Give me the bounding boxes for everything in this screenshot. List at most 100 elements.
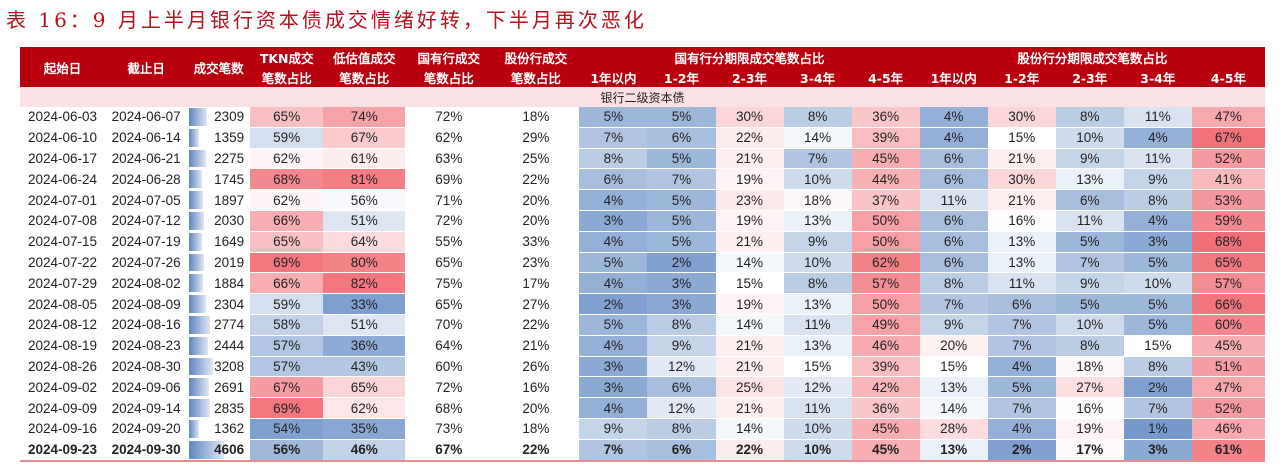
- cell-state-bank-share: 65%: [405, 293, 493, 315]
- cell-joint-2-3y: 7%: [1055, 252, 1124, 274]
- cell-state-3-4y: 10%: [783, 168, 852, 191]
- cell-tkn-share: 68%: [250, 168, 324, 191]
- cell-low-valuation-share: 67%: [323, 127, 406, 149]
- cell-state-2-3y: 21%: [715, 356, 784, 378]
- cell-joint-bank-share: 16%: [492, 376, 580, 399]
- cell-state-bank-share: 65%: [405, 252, 493, 274]
- cell-joint-3-4y: 2%: [1123, 376, 1192, 399]
- cell-joint-bank-share: 33%: [492, 231, 580, 253]
- header-start-date: 起始日: [20, 47, 106, 87]
- cell-joint-1-2y: 15%: [987, 127, 1056, 149]
- cell-joint-lt1y: 20%: [919, 335, 988, 357]
- cell-joint-4-5y: 53%: [1191, 189, 1265, 211]
- cell-start-date: 2024-09-09: [20, 397, 106, 419]
- cell-low-valuation-share: 62%: [323, 397, 406, 419]
- header-tenor: 2-3年: [715, 67, 784, 87]
- cell-joint-lt1y: 9%: [919, 314, 988, 336]
- header-low-valuation-sub: 笔数占比: [323, 67, 406, 87]
- cell-joint-4-5y: 52%: [1191, 397, 1265, 419]
- cell-end-date: 2024-06-28: [105, 168, 188, 191]
- cell-joint-bank-share: 18%: [492, 107, 580, 128]
- cell-state-1-2y: 9%: [647, 335, 716, 357]
- cell-low-valuation-share: 80%: [323, 252, 406, 274]
- table-row: 2024-09-16 2024-09-20 1362 54% 35% 73% 18% 9% 8%…: [20, 418, 1265, 440]
- cell-state-2-3y: 21%: [715, 148, 784, 170]
- cell-state-2-3y: 14%: [715, 418, 784, 440]
- cell-joint-lt1y: 6%: [919, 210, 988, 232]
- cell-state-2-3y: 21%: [715, 231, 784, 253]
- cell-state-2-3y: 21%: [715, 335, 784, 357]
- count-value: 2691: [214, 379, 245, 395]
- cell-joint-lt1y: 7%: [919, 293, 988, 315]
- count-value: 2444: [214, 338, 245, 354]
- cell-trade-count: 1649: [187, 231, 251, 253]
- header-tenor: 1年以内: [919, 67, 988, 87]
- cell-start-date: 2024-06-03: [20, 107, 106, 128]
- cell-state-lt1y: 5%: [579, 107, 648, 128]
- cell-end-date: 2024-09-20: [105, 418, 188, 440]
- cell-state-4-5y: 37%: [851, 189, 920, 211]
- cell-state-4-5y: 44%: [851, 168, 920, 191]
- cell-low-valuation-share: 35%: [323, 418, 406, 440]
- cell-joint-3-4y: 5%: [1123, 293, 1192, 315]
- cell-start-date: 2024-07-29: [20, 272, 106, 295]
- cell-low-valuation-share: 81%: [323, 168, 406, 191]
- cell-joint-2-3y: 19%: [1055, 418, 1124, 440]
- cell-state-4-5y: 39%: [851, 127, 920, 149]
- cell-state-1-2y: 5%: [647, 189, 716, 211]
- header-tkn-sub: 笔数占比: [250, 67, 324, 87]
- cell-joint-2-3y: 5%: [1055, 231, 1124, 253]
- cell-joint-3-4y: 4%: [1123, 210, 1192, 232]
- cell-joint-2-3y: 10%: [1055, 127, 1124, 149]
- cell-joint-3-4y: 8%: [1123, 189, 1192, 211]
- cell-low-valuation-share: 36%: [323, 335, 406, 357]
- cell-tkn-share: 65%: [250, 231, 324, 253]
- cell-end-date: 2024-09-06: [105, 376, 188, 399]
- header-tkn: TKN成交: [250, 47, 324, 67]
- cell-joint-1-2y: 4%: [987, 418, 1056, 440]
- cell-state-3-4y: 11%: [783, 397, 852, 419]
- cell-state-4-5y: 45%: [851, 439, 920, 462]
- cell-joint-2-3y: 8%: [1055, 107, 1124, 128]
- cell-state-bank-share: 62%: [405, 127, 493, 149]
- cell-joint-1-2y: 7%: [987, 397, 1056, 419]
- header-tenor: 4-5年: [851, 67, 920, 87]
- cell-joint-1-2y: 4%: [987, 356, 1056, 378]
- cell-state-2-3y: 23%: [715, 189, 784, 211]
- cell-joint-bank-share: 22%: [492, 314, 580, 336]
- count-value: 2304: [214, 296, 245, 312]
- cell-state-4-5y: 50%: [851, 293, 920, 315]
- cell-state-2-3y: 21%: [715, 397, 784, 419]
- cell-end-date: 2024-07-19: [105, 231, 188, 253]
- cell-end-date: 2024-07-26: [105, 252, 188, 274]
- cell-joint-1-2y: 16%: [987, 210, 1056, 232]
- cell-state-lt1y: 3%: [579, 356, 648, 378]
- cell-joint-3-4y: 3%: [1123, 439, 1192, 462]
- cell-trade-count: 1745: [187, 168, 251, 191]
- cell-state-4-5y: 36%: [851, 397, 920, 419]
- cell-state-3-4y: 7%: [783, 148, 852, 170]
- cell-state-3-4y: 13%: [783, 293, 852, 315]
- cell-state-lt1y: 4%: [579, 231, 648, 253]
- cell-state-4-5y: 45%: [851, 418, 920, 440]
- header-tenor: 3-4年: [1123, 67, 1192, 87]
- count-data-bar: [189, 399, 211, 417]
- cell-state-4-5y: 57%: [851, 272, 920, 295]
- cell-state-1-2y: 12%: [647, 397, 716, 419]
- cell-joint-2-3y: 13%: [1055, 168, 1124, 191]
- table-title: 表 16：9 月上半月银行资本债成交情绪好转，下半月再次恶化: [6, 8, 647, 32]
- cell-state-lt1y: 4%: [579, 397, 648, 419]
- count-data-bar: [189, 170, 203, 189]
- cell-state-bank-share: 60%: [405, 356, 493, 378]
- cell-state-4-5y: 46%: [851, 335, 920, 357]
- cell-end-date: 2024-06-21: [105, 148, 188, 170]
- count-data-bar: [189, 108, 207, 126]
- cell-start-date: 2024-06-17: [20, 148, 106, 170]
- cell-state-3-4y: 8%: [783, 272, 852, 295]
- count-value: 2835: [214, 400, 245, 416]
- cell-start-date: 2024-06-24: [20, 168, 106, 191]
- cell-state-4-5y: 45%: [851, 148, 920, 170]
- cell-start-date: 2024-07-08: [20, 210, 106, 232]
- cell-state-3-4y: 18%: [783, 189, 852, 211]
- cell-state-4-5y: 42%: [851, 376, 920, 399]
